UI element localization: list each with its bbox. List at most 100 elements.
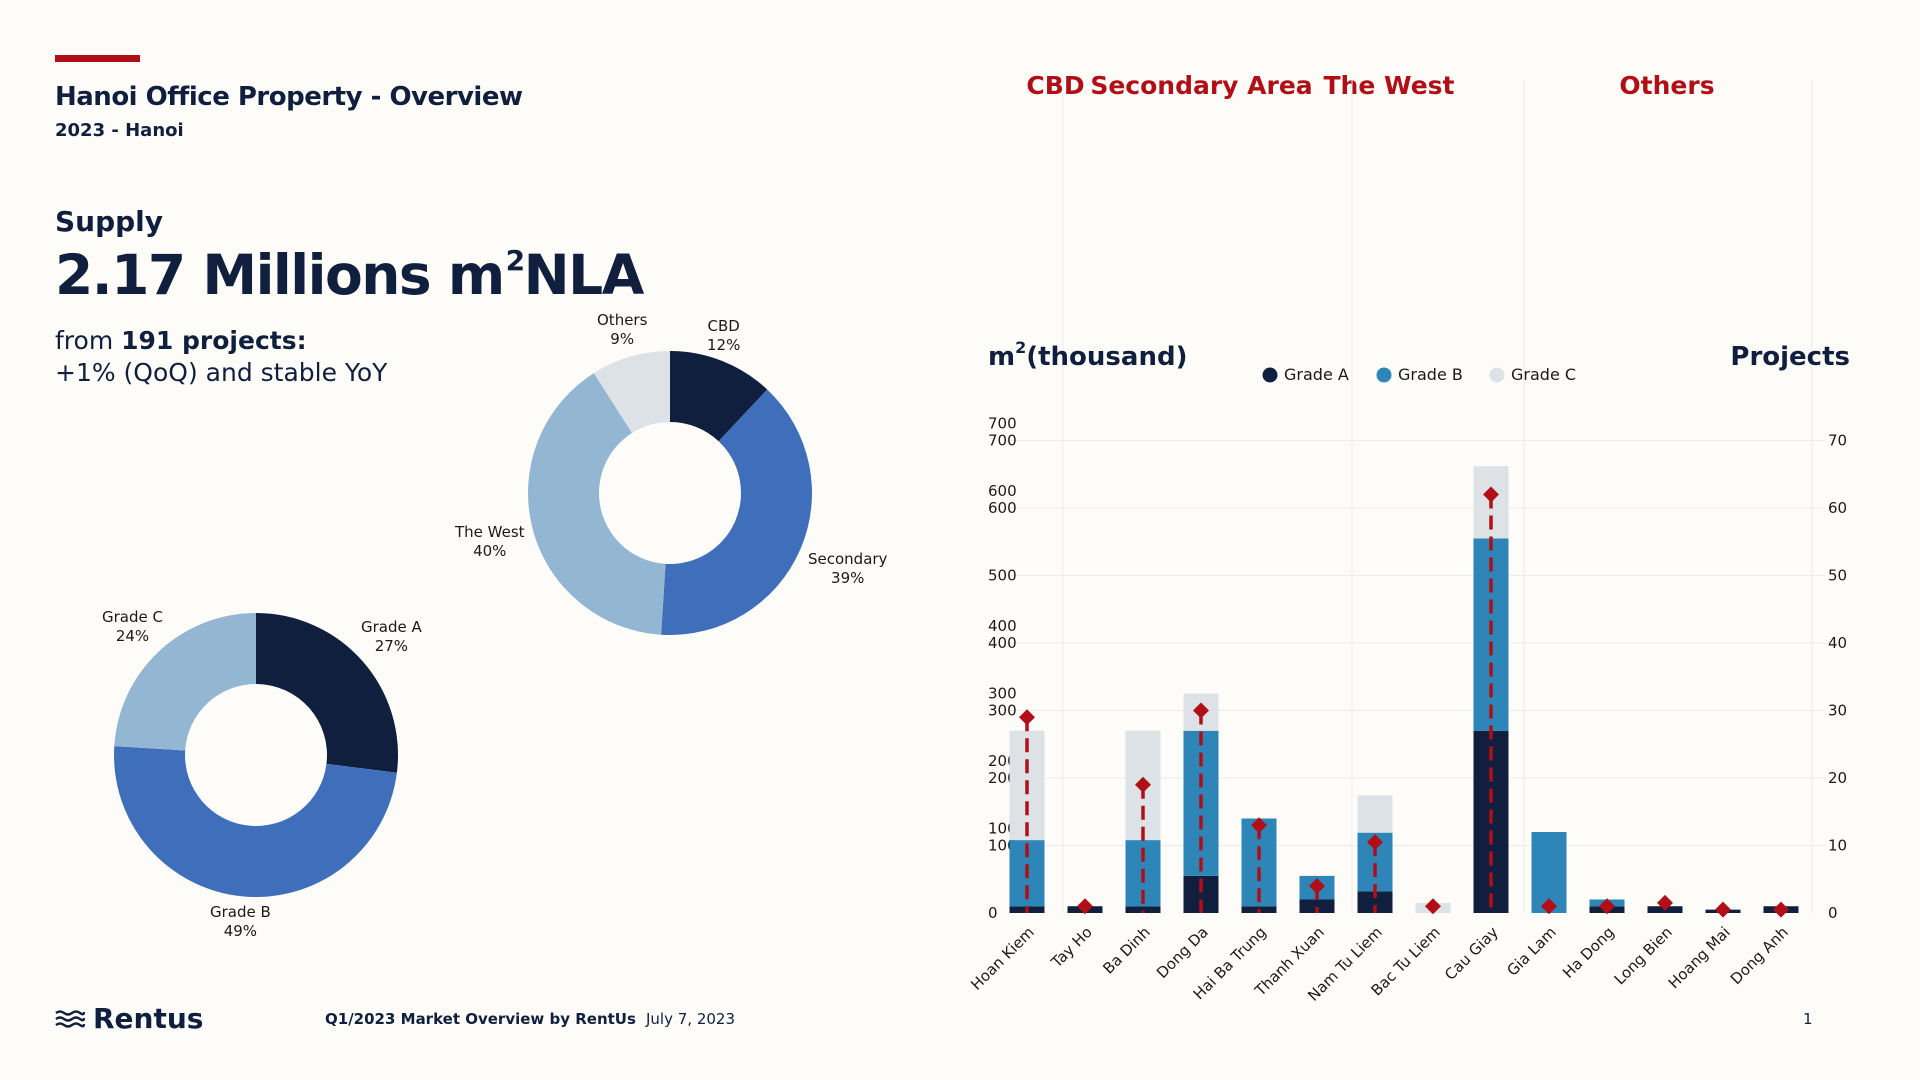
projects-marker <box>1019 709 1035 726</box>
projects-marker <box>1483 486 1499 503</box>
y-axis-title-sup: 2 <box>1015 338 1026 357</box>
donut-label-text: Others <box>597 311 648 329</box>
x-tick-label: Ha Dong <box>1559 923 1618 982</box>
legend-swatch <box>1262 367 1278 383</box>
location-slice-secondary <box>661 389 812 635</box>
y2-tick-label: 10 <box>1828 837 1847 855</box>
projects-marker <box>1193 702 1209 719</box>
y2-axis-title: Projects <box>1730 342 1850 372</box>
projects-marker <box>1715 901 1731 918</box>
projects-marker <box>1367 834 1383 851</box>
y2-tick-label: 30 <box>1828 702 1847 720</box>
accent-bar <box>55 55 140 62</box>
page-number: 1 <box>1803 1010 1813 1028</box>
y-tick-label: 300 <box>988 685 1017 703</box>
region-label: CBD <box>1026 71 1084 100</box>
x-tick-label: Hoang Mai <box>1665 923 1734 992</box>
x-tick-label: Gia Lam <box>1503 923 1560 980</box>
grade-slice-grade-b <box>114 746 397 897</box>
location-slice-the-west <box>528 373 666 635</box>
region-label: Secondary Area <box>1090 71 1312 100</box>
supply-number: 2.17 Millions m <box>55 243 505 307</box>
projects-marker <box>1425 898 1441 915</box>
supply-label: Supply <box>55 205 164 238</box>
y2-tick-label: 0 <box>1828 904 1838 922</box>
donut-label-pct: 9% <box>610 330 635 348</box>
from-prefix: from <box>55 326 122 355</box>
donut-label-the-west: The West 40% <box>455 523 525 561</box>
y-tick-label: 300 <box>988 702 1017 720</box>
y-tick-label: 600 <box>988 482 1017 500</box>
y2-tick-label: 70 <box>1828 432 1847 450</box>
y-tick-label: 200 <box>988 752 1017 770</box>
donut-label-text: Secondary <box>808 550 888 568</box>
x-tick-label: Dong Anh <box>1727 923 1792 988</box>
bar-grade-c <box>1357 795 1393 833</box>
bar-grade-a <box>1357 891 1393 913</box>
footer-logo: Rentus <box>55 1002 203 1035</box>
page-subtitle: 2023 - Hanoi <box>55 120 184 141</box>
projects-line: from 191 projects: <box>55 326 307 355</box>
location-slice-cbd <box>670 351 768 442</box>
donut-label-grade-a: Grade A 27% <box>361 618 422 656</box>
y2-tick-label: 50 <box>1828 567 1847 585</box>
y-tick-label: 700 <box>988 415 1017 433</box>
location-slice-others <box>593 351 670 434</box>
waves-icon <box>55 1009 85 1028</box>
y-axis-title-unit: m <box>988 342 1015 372</box>
y-tick-label: 0 <box>988 904 998 922</box>
x-tick-label: Ba Dinh <box>1099 923 1153 977</box>
donut-label-others: Others 9% <box>597 311 647 349</box>
donut-label-text: The West <box>455 523 525 541</box>
y-tick-label: 100 <box>988 837 1017 855</box>
donut-label-secondary: Secondary 39% <box>808 550 887 588</box>
projects-marker <box>1541 898 1557 915</box>
donut-label-pct: 12% <box>707 336 741 354</box>
donut-label-pct: 27% <box>374 637 409 655</box>
legend-swatch <box>1489 367 1505 383</box>
bar-grade-a <box>1125 906 1161 913</box>
footer-date: July 7, 2023 <box>646 1010 735 1028</box>
supply-bar-chart: CBD Secondary Area The West Others m2(thousa… <box>967 71 1850 1005</box>
region-label: The West <box>1324 71 1455 100</box>
donut-label-pct: 39% <box>831 569 865 587</box>
y-tick-label: 400 <box>988 617 1017 635</box>
y-tick-label: 100 <box>988 820 1017 838</box>
x-tick-label: Dong Da <box>1153 923 1212 982</box>
projects-count: 191 projects: <box>121 326 307 355</box>
y2-tick-label: 20 <box>1828 769 1847 787</box>
bar-grade-a <box>1299 899 1335 913</box>
y-tick-label: 700 <box>988 432 1017 450</box>
supply-value: 2.17 Millions m2NLA <box>55 243 644 307</box>
donut-label-pct: 49% <box>223 922 258 940</box>
legend-label: Grade C <box>1511 365 1576 384</box>
footer-source: Q1/2023 Market Overview by RentUs <box>325 1010 636 1028</box>
donut-label-pct: 24% <box>115 627 150 645</box>
change-line: +1% (QoQ) and stable YoY <box>55 358 388 387</box>
donut-label-text: Grade A <box>361 618 422 636</box>
projects-marker <box>1599 898 1615 915</box>
x-tick-label: Hoan Kiem <box>967 923 1038 994</box>
grade-donut <box>114 613 398 897</box>
projects-marker <box>1135 776 1151 793</box>
y-tick-label: 400 <box>988 634 1017 652</box>
x-tick-label: Tay Ho <box>1047 923 1096 972</box>
y-tick-label: 500 <box>988 567 1017 585</box>
legend-label: Grade B <box>1398 365 1463 384</box>
location-donut <box>528 351 812 635</box>
supply-sup: 2 <box>505 244 525 277</box>
x-tick-label: Cau Giay <box>1441 923 1502 984</box>
donut-label-text: CBD <box>707 317 740 335</box>
projects-marker <box>1309 878 1325 894</box>
y2-tick-label: 60 <box>1828 499 1847 517</box>
donut-label-grade-c: Grade C 24% <box>102 608 163 646</box>
footer-logo-text: Rentus <box>93 1002 204 1035</box>
donut-label-cbd: CBD 12% <box>707 317 740 355</box>
donut-label-text: Grade B <box>210 903 271 921</box>
legend-label: Grade A <box>1284 365 1349 384</box>
donut-label-grade-b: Grade B 49% <box>210 903 271 941</box>
donut-label-pct: 40% <box>473 542 507 560</box>
y-axis-title-rest: (thousand) <box>1026 342 1187 372</box>
y2-tick-label: 40 <box>1828 634 1847 652</box>
legend-swatch <box>1376 367 1392 383</box>
